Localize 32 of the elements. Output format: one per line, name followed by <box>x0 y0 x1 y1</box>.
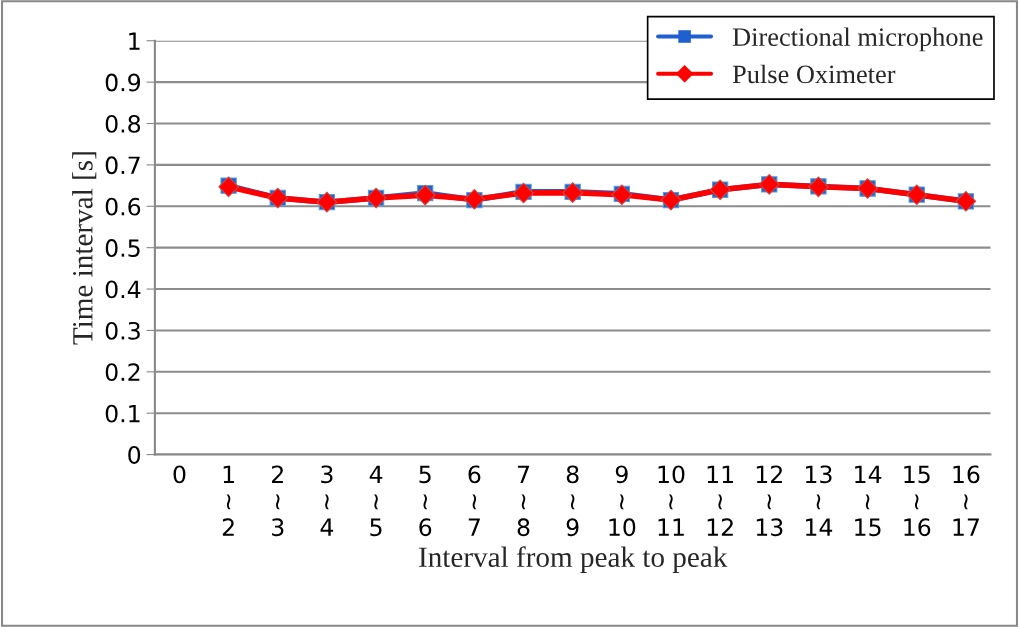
x-tick-label: 3 ≀ 4 <box>320 465 334 536</box>
x-tick-label: 4 ≀ 5 <box>369 465 383 537</box>
x-tick-label: 9 ≀ 10 <box>609 465 636 537</box>
legend-label: Directional microphone <box>732 27 983 52</box>
y-tick-label: 0.6 <box>105 197 141 216</box>
y-axis-title: Time interval [s] <box>72 152 97 345</box>
x-tick-label: 1 ≀ 2 <box>222 465 234 536</box>
x-tick-label: 2 ≀ 3 <box>271 465 284 537</box>
y-tick-label: 0.8 <box>105 114 141 133</box>
y-tick-label: 0 <box>128 446 141 464</box>
x-tick-label: 15 ≀ 16 <box>904 465 931 537</box>
x-tick-label: 7 ≀ 8 <box>517 465 530 537</box>
y-tick-label: 0.9 <box>105 73 141 92</box>
x-tick-label: 0 <box>173 465 186 484</box>
x-tick-label: 16 ≀ 17 <box>953 465 980 536</box>
x-tick-label: 8 ≀ 9 <box>566 465 579 537</box>
y-tick-label: 0.7 <box>105 156 140 175</box>
x-tick-label: 12 ≀ 13 <box>756 465 783 537</box>
x-tick-label: 5 ≀ 6 <box>419 465 432 537</box>
x-tick-label: 11 ≀ 12 <box>707 465 733 536</box>
y-tick-label: 0.3 <box>105 321 140 340</box>
x-tick-label: 13 ≀ 14 <box>806 465 833 536</box>
x-tick-label: 14 ≀ 15 <box>855 465 882 537</box>
y-tick-label: 1 <box>129 32 140 50</box>
y-tick-label: 0.4 <box>105 280 141 299</box>
y-tick-label: 0.5 <box>105 239 140 257</box>
y-tick-label: 0.2 <box>105 363 140 382</box>
x-tick-label: 6 ≀ 7 <box>468 465 481 536</box>
x-axis-title: Interval from peak to peak <box>419 546 728 574</box>
x-tick-label: 10 ≀ 11 <box>658 465 685 536</box>
y-tick-label: 0.1 <box>105 404 140 423</box>
legend-label: Pulse Oximeter <box>732 64 896 84</box>
